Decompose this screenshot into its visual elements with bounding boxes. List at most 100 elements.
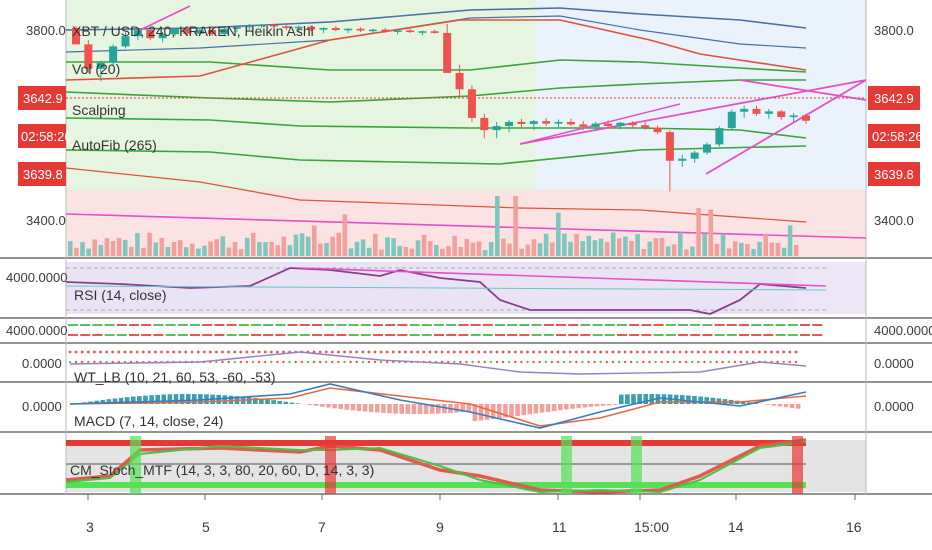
indicator-autofib-label[interactable]: AutoFib (265): [72, 137, 157, 153]
candle-body: [542, 121, 551, 124]
macd-label[interactable]: MACD (7, 14, close, 24): [74, 413, 223, 429]
macd-histogram-bar: [381, 404, 386, 413]
stoch-d-line: [65, 441, 807, 494]
macd-histogram-bar: [411, 404, 417, 414]
stoch-label[interactable]: CM_Stoch_MTF (14, 3, 3, 80, 20, 60, D, 1…: [70, 462, 374, 478]
wt-dot-top: [757, 350, 761, 354]
trend-axis-right: 4000.0000: [874, 323, 932, 338]
trend-strip-top: [556, 324, 566, 326]
wt-dot-mid: [355, 360, 358, 364]
indicator-vol-label[interactable]: Vol (20): [72, 61, 120, 77]
trend-line-long: [65, 213, 867, 239]
volume-bar: [482, 249, 488, 256]
trend-strip-bottom: [690, 334, 701, 336]
volume-bar: [684, 249, 689, 256]
volume-bar: [690, 246, 695, 256]
wt-dot-mid: [745, 360, 749, 364]
candle-body: [802, 115, 810, 121]
volume-bar: [98, 244, 104, 256]
macd-histogram-bar: [594, 404, 600, 407]
candle-body: [208, 30, 217, 35]
volume-bar: [458, 247, 463, 256]
volume-bar: [269, 241, 274, 256]
volume-bar: [598, 238, 604, 256]
volume-bar: [104, 238, 110, 256]
candle-body: [554, 121, 563, 124]
wt-dot-top: [623, 350, 627, 354]
trend-strip-bottom: [214, 334, 225, 336]
volume-bar: [281, 236, 287, 256]
wt-dot-top: [337, 350, 340, 354]
trend-strip-bottom: [641, 334, 652, 336]
wt-dot-mid: [709, 360, 712, 364]
trend-strip-top: [177, 324, 188, 326]
volume-bar: [159, 237, 165, 256]
wt-dot-mid: [276, 360, 279, 364]
svg-text:3642.9: 3642.9: [23, 91, 63, 106]
macd-histogram-bar: [545, 404, 551, 412]
trend-strip-top: [617, 324, 627, 326]
volume-bar: [183, 247, 189, 256]
wt-dot-top: [184, 350, 188, 354]
macd-histogram-bar: [192, 394, 197, 404]
wt-dot-top: [208, 350, 212, 354]
candle-body: [220, 28, 229, 35]
volume-bar: [220, 236, 226, 256]
wt-dot-mid: [495, 360, 499, 364]
wt-dot-top: [343, 350, 346, 354]
wt-dot-mid: [87, 360, 90, 364]
wt-dot-top: [568, 350, 572, 354]
wt-dot-mid: [727, 360, 730, 364]
svg-text:02:58:26: 02:58:26: [872, 129, 923, 144]
wt-dot-mid: [483, 360, 486, 364]
rsi-label[interactable]: RSI (14, close): [74, 287, 167, 303]
candle-body: [381, 29, 390, 32]
wt-dot-mid: [227, 360, 230, 364]
candle-body: [591, 123, 600, 127]
trend-strip-bottom: [348, 334, 359, 336]
volume-bar: [299, 233, 305, 256]
candle-body: [455, 72, 464, 90]
wt-dot-mid: [794, 360, 798, 364]
volume-bar: [720, 233, 726, 256]
wt-dot-top: [147, 350, 151, 354]
wt-dot-mid: [703, 360, 706, 364]
candle-body: [146, 30, 155, 39]
candle-body: [72, 28, 80, 45]
volume-bar: [556, 212, 561, 256]
wt-dot-top: [556, 350, 560, 354]
wt-dot-top: [428, 350, 432, 354]
volume-bar: [434, 244, 439, 256]
volume-bar: [403, 246, 409, 256]
wt-dot-top: [330, 350, 334, 354]
wt-dot-top: [587, 350, 590, 354]
trend-strip-top: [519, 324, 530, 326]
trend-strip-top: [251, 324, 261, 326]
wt-dot-top: [544, 350, 548, 354]
candle-body: [406, 30, 415, 33]
wt-dot-top: [709, 350, 712, 354]
trend-strip-top: [385, 324, 396, 326]
wt-dot-mid: [81, 360, 84, 364]
trend-strip-bottom: [531, 334, 542, 336]
volume-bar: [122, 239, 128, 256]
wt-label[interactable]: WT_LB (10, 21, 60, 53, -60, -53): [74, 369, 276, 385]
wt-dot-mid: [599, 360, 602, 364]
wt-dot-top: [379, 350, 383, 354]
volume-bar: [177, 240, 183, 256]
macd-histogram-bar: [222, 395, 228, 404]
volume-bar: [659, 237, 665, 256]
macd-histogram-bar: [362, 404, 368, 412]
macd-histogram-bar: [271, 400, 276, 404]
indicator-scalping-label[interactable]: Scalping: [72, 102, 126, 118]
wt-dot-top: [489, 350, 493, 354]
stoch-signal-marker: [325, 436, 336, 494]
macd-histogram-bar: [741, 401, 746, 404]
trend-strip-bottom: [568, 334, 579, 336]
volume-bar: [635, 234, 640, 256]
macd-histogram-bar: [643, 394, 648, 404]
trend-strip-bottom: [202, 334, 213, 336]
macd-histogram-bar: [375, 404, 380, 413]
